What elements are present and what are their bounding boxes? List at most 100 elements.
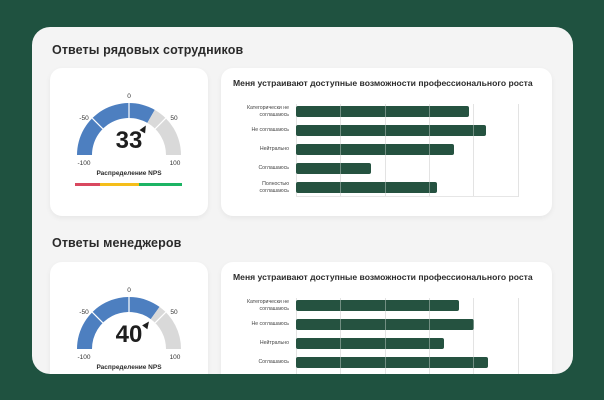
category-label: Соглашаюсь xyxy=(227,165,289,172)
category-label: Не соглашаюсь xyxy=(227,127,289,134)
nps-distribution-bar xyxy=(75,183,182,186)
bar xyxy=(296,163,372,174)
category-label-line: Не соглашаюсь xyxy=(251,321,289,328)
category-label-line: Нейтрально xyxy=(259,146,289,153)
gauge-tick-label: 0 xyxy=(127,287,131,294)
gridline-overlay xyxy=(384,144,386,155)
category-label-line: Категорически не xyxy=(247,299,289,305)
gauge-arc xyxy=(77,103,181,155)
nps-distribution-label: Распределение NPS xyxy=(96,364,162,371)
bar xyxy=(296,319,475,330)
bar xyxy=(296,144,454,155)
gridline-overlay xyxy=(340,319,342,330)
gridline-overlay xyxy=(340,357,342,368)
gridline-overlay xyxy=(340,125,342,136)
category-label-line: Категорически не xyxy=(247,105,289,111)
category-label-line: соглашаюсь xyxy=(259,111,289,118)
gridline-overlay xyxy=(384,300,386,311)
gridline xyxy=(340,298,342,374)
gauge-tick-label: 50 xyxy=(170,309,178,316)
bar-chart-card-employees: Меня устраивают доступные возможности пр… xyxy=(221,68,552,216)
gauge-tick-label: -100 xyxy=(77,354,91,361)
gridline xyxy=(384,298,386,374)
gridline-overlay xyxy=(473,125,475,136)
needle-pointer-icon xyxy=(142,321,149,330)
gridline-overlay xyxy=(384,182,386,193)
x-axis xyxy=(296,196,518,197)
gridline-overlay xyxy=(340,300,342,311)
gauge-track xyxy=(147,109,181,155)
section-title-managers: Ответы менеджеров xyxy=(52,236,182,250)
category-label: Категорически не соглашаюсь xyxy=(227,299,289,312)
gauge-tick-label: -50 xyxy=(79,115,89,122)
bar xyxy=(296,300,460,311)
gridline xyxy=(473,298,475,374)
gauge-fill xyxy=(77,103,155,155)
gridline-overlay xyxy=(428,106,430,117)
gridline-overlay xyxy=(428,300,430,311)
gauge-tick-label: 100 xyxy=(169,160,181,167)
nps-segment-passives xyxy=(99,183,140,186)
bar-row xyxy=(296,338,518,349)
bar xyxy=(296,106,469,117)
plot-area xyxy=(296,104,519,197)
bar-row xyxy=(296,357,518,368)
category-label: Соглашаюсь xyxy=(227,359,289,366)
gridline-overlay xyxy=(428,338,430,349)
gauge-track xyxy=(150,306,181,349)
category-label: Категорически не соглашаюсь xyxy=(227,105,289,118)
nps-segment-detractors xyxy=(75,183,100,186)
bar xyxy=(296,357,488,368)
nps-gauge-card-managers: -100 -50 0 50 100 40 Распределение NPS xyxy=(50,262,208,374)
gauge-tick-label: 0 xyxy=(127,93,131,100)
category-label: Не соглашаюсь xyxy=(227,321,289,328)
bar-row xyxy=(296,319,518,330)
category-label-line: Соглашаюсь xyxy=(258,165,289,172)
category-label-line: Нейтрально xyxy=(259,340,289,347)
bar-row xyxy=(296,144,518,155)
category-label: Полностью соглашаюсь xyxy=(227,181,289,194)
gridline-overlay xyxy=(384,125,386,136)
gridline-overlay xyxy=(428,182,430,193)
category-label-line: Соглашаюсь xyxy=(258,359,289,366)
bar xyxy=(296,125,487,136)
gridline xyxy=(428,298,430,374)
needle-pointer-icon xyxy=(139,125,146,134)
gauge-tick-label: 100 xyxy=(169,354,181,361)
gridline-overlay xyxy=(340,163,342,174)
bar-row xyxy=(296,182,518,193)
gridline-overlay xyxy=(340,182,342,193)
category-label-line: соглашаюсь xyxy=(259,305,289,312)
gridline-overlay xyxy=(473,319,475,330)
gauge-fill xyxy=(77,297,160,349)
gridline-overlay xyxy=(428,125,430,136)
nps-score: 33 xyxy=(115,127,143,154)
gridline-overlay xyxy=(384,106,386,117)
dashboard-panel: Ответы рядовых сотрудников -100 -50 0 50 100… xyxy=(32,27,573,374)
gauge-tick-label: -50 xyxy=(79,309,89,316)
gridline-overlay xyxy=(340,144,342,155)
category-label: Нейтрально xyxy=(227,340,289,347)
nps-segment-promoters xyxy=(139,183,182,186)
bar-row xyxy=(296,300,518,311)
gauge-arc xyxy=(77,297,181,349)
gridline-overlay xyxy=(428,144,430,155)
gridline-overlay xyxy=(340,338,342,349)
chart-title: Меня устраивают доступные возможности пр… xyxy=(233,272,533,282)
nps-score: 40 xyxy=(115,321,143,348)
bar-row xyxy=(296,163,518,174)
gridline-overlay xyxy=(428,357,430,368)
category-label-line: Полностью xyxy=(262,181,289,187)
category-label-line: соглашаюсь xyxy=(259,187,289,194)
bar xyxy=(296,338,444,349)
bar-row xyxy=(296,125,518,136)
gauge-tick-label: 50 xyxy=(170,115,178,122)
gridline-overlay xyxy=(384,319,386,330)
gridline-overlay xyxy=(428,319,430,330)
gridline-overlay xyxy=(384,338,386,349)
gridline xyxy=(517,298,519,374)
gridline xyxy=(473,104,475,197)
category-label: Нейтрально xyxy=(227,146,289,153)
gauge-tick-label: -100 xyxy=(77,160,91,167)
bar xyxy=(296,182,437,193)
